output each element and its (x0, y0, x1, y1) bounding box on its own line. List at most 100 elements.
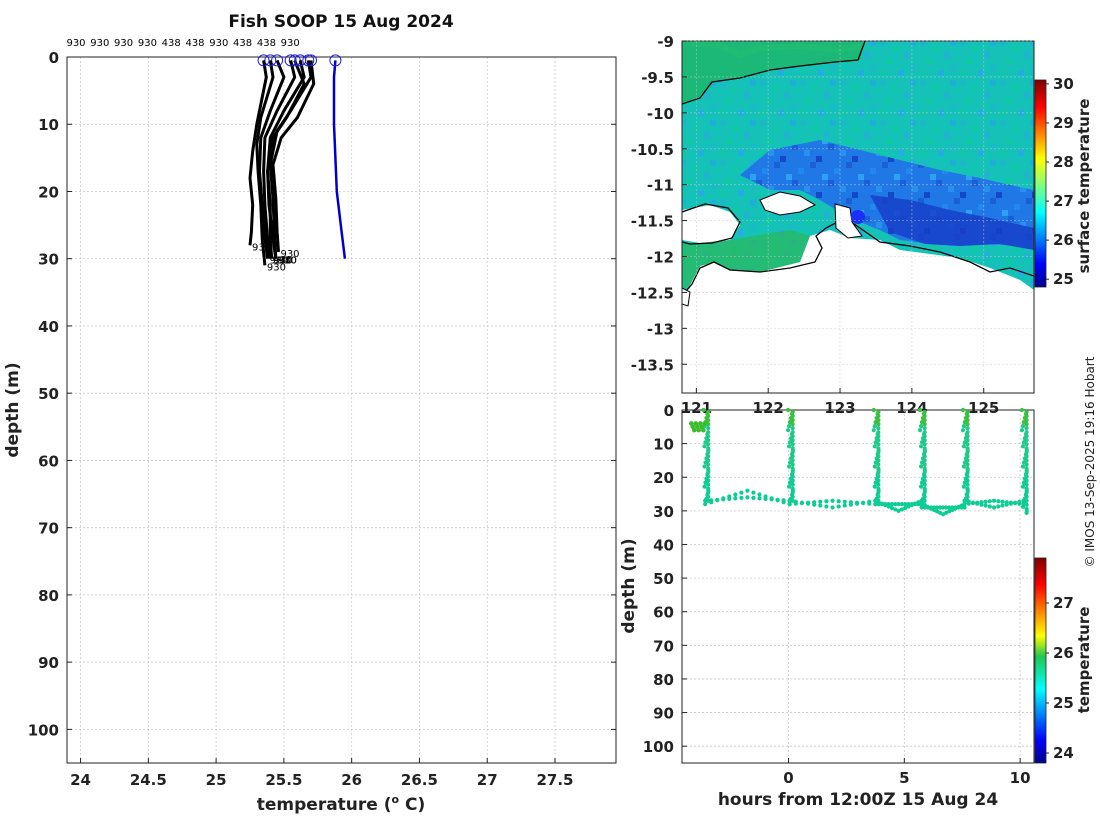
profile-end-label: 930 (274, 256, 293, 267)
section-y-tick-label: 60 (653, 604, 674, 622)
section-point (873, 498, 878, 503)
section-point (893, 502, 898, 507)
section-point (975, 500, 980, 505)
section-point (941, 505, 946, 510)
section-y-tick-label: 20 (653, 469, 674, 487)
section-point (909, 502, 914, 507)
section-y-tick-label: 90 (653, 705, 674, 723)
section-point (702, 444, 707, 449)
map-x-tick-label: 125 (968, 399, 999, 417)
map-colorbar-label: surface temperature (1075, 99, 1093, 274)
section-point (876, 422, 881, 427)
profile-cast-label: 438 (185, 38, 204, 49)
profile-x-tick-label: 27 (477, 771, 498, 789)
sst-field (682, 41, 1034, 393)
section-point (918, 444, 924, 449)
section-point (937, 505, 943, 510)
section-point (706, 426, 711, 431)
section-point (1017, 501, 1022, 506)
section-point (739, 490, 744, 495)
section-point (876, 426, 881, 431)
map-colorbar-tick-label: 26 (1053, 231, 1074, 249)
section-point (996, 504, 1001, 509)
map-y-tick-label: -12.5 (631, 284, 674, 302)
section-point (873, 502, 878, 507)
section-point (959, 505, 964, 510)
section-point (983, 503, 988, 508)
section-point (1020, 464, 1026, 469)
section-point (727, 494, 732, 499)
map-y-tick-label: -11.5 (631, 213, 674, 231)
profile-y-tick-label: 50 (38, 385, 59, 403)
section-point (889, 505, 895, 511)
section-point (962, 505, 967, 510)
section-point (872, 444, 877, 449)
map-colorbar-tick-label: 25 (1053, 270, 1074, 288)
section-point (805, 500, 811, 505)
section-y-tick-label: 40 (653, 536, 674, 554)
profile-x-tick-label: 26.5 (401, 771, 438, 789)
section-point (947, 505, 952, 510)
profile-end-label: 930 (272, 256, 291, 267)
section-point (700, 427, 706, 433)
section-point (896, 508, 901, 513)
x-label-text: temperature ( (257, 795, 392, 815)
map-y-ticks: -9 -9.5 -10 -10.5 -11 -11.5 -12 -12.5 -13 -13.5 (631, 33, 687, 374)
section-point (917, 407, 923, 413)
section-point (903, 502, 908, 507)
section-point (889, 502, 895, 507)
map-track-marker (851, 210, 865, 224)
section-point (960, 407, 966, 413)
profile-x-tick-label: 24.5 (130, 771, 167, 789)
section-point (991, 498, 997, 503)
section-y-tick-label: 30 (653, 503, 674, 521)
profile-start-marker (294, 54, 307, 67)
profile-cast-label: 438 (257, 38, 276, 49)
section-point (883, 502, 888, 507)
section-point (703, 498, 708, 503)
section-point (928, 505, 933, 510)
section-point (706, 462, 711, 467)
section-point (1020, 484, 1026, 489)
section-point (970, 501, 976, 506)
section-point (922, 482, 927, 487)
section-point (781, 500, 786, 505)
section-point (979, 500, 984, 505)
copyright-text: © IMOS 13-Sep-2025 19:16 Hobart (1083, 356, 1097, 567)
section-point (922, 426, 927, 431)
section-x-ticks: 0 5 10 (783, 758, 1031, 787)
section-point (812, 500, 817, 505)
profile-y-label: depth (m) (3, 362, 23, 457)
section-point (965, 442, 970, 447)
profile-line-p3 (258, 59, 286, 259)
section-point (751, 495, 756, 500)
section-point (906, 502, 911, 507)
section-point (876, 482, 881, 487)
chart-title: Fish SOOP 15 Aug 2024 (228, 12, 454, 32)
section-point (922, 442, 927, 447)
map-colorbar-ticks: 25 26 27 28 29 30 (1046, 75, 1074, 288)
section-point (715, 498, 720, 503)
section-point (962, 498, 967, 503)
section-point (785, 428, 791, 433)
profile-x-ticks: 24 24.5 25 25.5 26 26.5 27 27.5 (70, 758, 574, 789)
section-point (1000, 499, 1005, 504)
profile-end-label: 930 (252, 242, 271, 253)
section-point (1021, 498, 1026, 503)
section-point (871, 407, 876, 413)
section-point (757, 492, 762, 497)
section-point (1021, 502, 1026, 507)
map-x-ticks: 121 122 123 124 125 (681, 388, 999, 417)
section-point (918, 484, 924, 489)
section-point (919, 505, 924, 510)
section-point (918, 464, 924, 469)
map-x-tick-label: 124 (896, 399, 927, 417)
section-point (701, 407, 706, 413)
profile-x-label: temperature (o C) (257, 793, 426, 815)
section-point (867, 501, 872, 506)
section-point (790, 482, 795, 487)
section-point (934, 505, 940, 510)
profile-cast-label: 438 (162, 38, 181, 49)
section-point (836, 504, 841, 509)
section-y-tick-label: 0 (664, 402, 674, 420)
